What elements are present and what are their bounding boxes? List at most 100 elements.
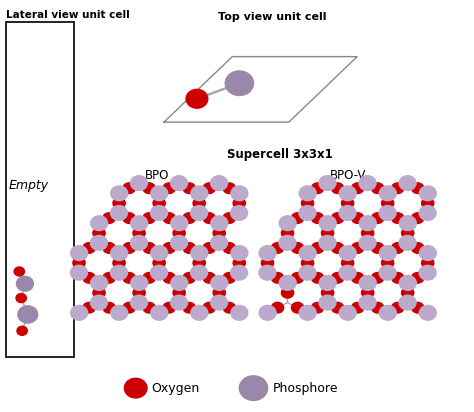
Circle shape <box>186 89 208 108</box>
Circle shape <box>83 302 95 313</box>
Circle shape <box>111 305 128 320</box>
Circle shape <box>379 305 396 320</box>
Circle shape <box>14 267 25 276</box>
Circle shape <box>231 246 248 260</box>
Circle shape <box>183 272 195 283</box>
Circle shape <box>203 243 215 253</box>
Circle shape <box>211 216 228 231</box>
Circle shape <box>163 302 175 313</box>
Circle shape <box>183 243 195 253</box>
Circle shape <box>352 272 364 283</box>
Circle shape <box>419 186 437 201</box>
Circle shape <box>133 228 145 238</box>
Circle shape <box>339 265 356 280</box>
Circle shape <box>110 265 128 280</box>
Circle shape <box>299 265 316 280</box>
Circle shape <box>91 236 108 250</box>
Circle shape <box>71 246 88 260</box>
Circle shape <box>143 183 155 194</box>
Circle shape <box>103 243 115 253</box>
Circle shape <box>91 216 108 231</box>
Circle shape <box>213 228 225 238</box>
Circle shape <box>382 258 394 268</box>
Circle shape <box>421 258 434 268</box>
Circle shape <box>16 294 27 302</box>
Circle shape <box>171 236 188 250</box>
Circle shape <box>292 243 304 253</box>
Circle shape <box>113 198 125 208</box>
Circle shape <box>331 183 344 194</box>
Circle shape <box>319 176 336 190</box>
Circle shape <box>379 265 396 280</box>
Circle shape <box>151 265 167 280</box>
Circle shape <box>279 216 296 231</box>
Circle shape <box>123 213 135 223</box>
Circle shape <box>193 198 205 208</box>
Circle shape <box>151 206 167 220</box>
Circle shape <box>225 71 254 96</box>
Circle shape <box>183 302 195 313</box>
Circle shape <box>372 183 384 194</box>
Text: Empty: Empty <box>9 179 49 192</box>
Circle shape <box>191 265 208 280</box>
Circle shape <box>71 305 88 320</box>
Circle shape <box>259 265 276 280</box>
Circle shape <box>223 272 236 283</box>
Circle shape <box>319 295 336 310</box>
Circle shape <box>299 186 316 201</box>
Circle shape <box>131 276 148 290</box>
Circle shape <box>18 306 37 323</box>
Circle shape <box>339 305 356 320</box>
Circle shape <box>130 176 147 190</box>
Circle shape <box>301 198 314 208</box>
Text: Lateral view unit cell: Lateral view unit cell <box>6 9 130 20</box>
Circle shape <box>359 216 376 231</box>
Circle shape <box>231 305 248 320</box>
Circle shape <box>399 176 416 190</box>
Circle shape <box>91 276 108 290</box>
Circle shape <box>339 246 356 260</box>
Circle shape <box>331 213 344 223</box>
Bar <box>6 22 74 358</box>
Circle shape <box>191 186 208 201</box>
Circle shape <box>392 272 404 283</box>
Circle shape <box>191 246 208 260</box>
Circle shape <box>111 246 128 260</box>
Circle shape <box>171 216 188 231</box>
Circle shape <box>331 302 344 313</box>
Circle shape <box>292 272 304 283</box>
Circle shape <box>143 302 155 313</box>
Circle shape <box>359 236 376 250</box>
Circle shape <box>352 183 364 194</box>
Circle shape <box>362 288 374 298</box>
Circle shape <box>419 206 436 220</box>
Circle shape <box>103 302 115 313</box>
Circle shape <box>392 243 404 253</box>
Circle shape <box>17 276 34 291</box>
Circle shape <box>239 376 268 400</box>
Circle shape <box>259 305 276 320</box>
Circle shape <box>211 276 228 290</box>
Circle shape <box>213 288 225 298</box>
Circle shape <box>151 246 168 260</box>
Circle shape <box>392 213 404 223</box>
Circle shape <box>130 236 147 250</box>
Circle shape <box>17 326 27 335</box>
Circle shape <box>311 243 324 253</box>
Text: Supercell 3x3x1: Supercell 3x3x1 <box>227 148 332 162</box>
Circle shape <box>341 258 354 268</box>
Text: Top view unit cell: Top view unit cell <box>218 12 327 21</box>
Circle shape <box>223 213 236 223</box>
Circle shape <box>71 265 87 280</box>
Circle shape <box>399 276 416 290</box>
Circle shape <box>153 198 165 208</box>
Circle shape <box>411 243 424 253</box>
Circle shape <box>203 213 215 223</box>
Circle shape <box>321 288 334 298</box>
Circle shape <box>223 183 236 194</box>
Circle shape <box>411 183 424 194</box>
Circle shape <box>130 295 147 310</box>
Circle shape <box>352 213 364 223</box>
Circle shape <box>123 183 135 194</box>
Circle shape <box>372 213 384 223</box>
